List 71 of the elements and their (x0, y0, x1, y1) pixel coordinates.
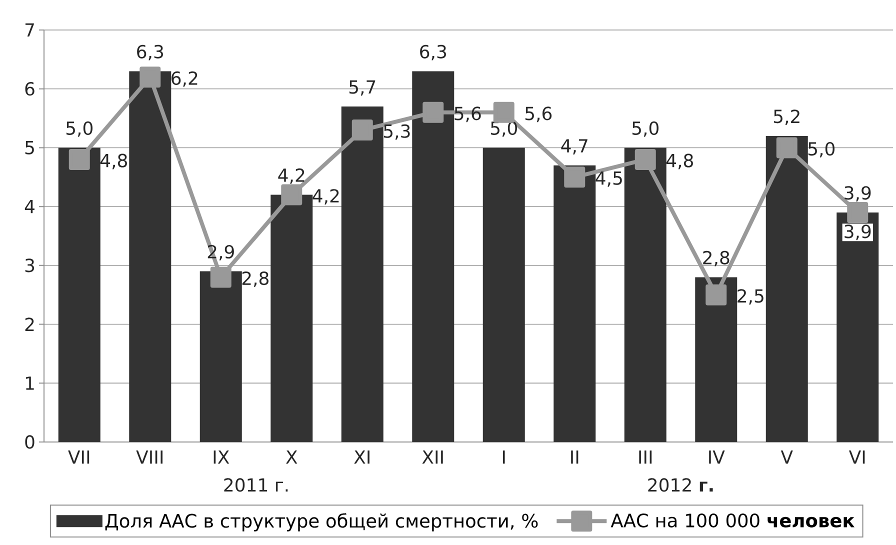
x-tick-label: X (286, 450, 298, 464)
data-label: 4,8 (100, 154, 127, 170)
data-label: 4,8 (666, 154, 693, 170)
point (634, 148, 656, 170)
data-label: 5,2 (774, 110, 800, 126)
x-tick-label: XII (422, 450, 443, 464)
point (776, 137, 798, 158)
bar (766, 136, 808, 442)
bar (695, 277, 738, 442)
data-label: 5,0 (632, 121, 658, 137)
data-label: 6,3 (137, 44, 163, 60)
data-label: 3,9 (844, 224, 871, 240)
data-label: 4,7 (561, 139, 588, 154)
bar (341, 106, 384, 442)
point (564, 166, 586, 188)
data-label: 4,5 (596, 172, 622, 187)
data-label: 5,6 (525, 106, 552, 122)
y-tick-label: 3 (25, 258, 34, 272)
bar (482, 148, 525, 442)
x-tick-label: IX (214, 450, 230, 464)
data-label: 2,9 (208, 244, 234, 260)
bar (412, 71, 454, 442)
y-tick-label: 5 (25, 141, 34, 154)
x-tick-label: XI (354, 450, 370, 464)
point (493, 102, 514, 123)
point (352, 120, 373, 141)
point (847, 202, 868, 223)
point (281, 184, 302, 206)
data-label: 5,6 (454, 106, 481, 122)
x-tick-label: VII (68, 450, 90, 464)
point (140, 66, 161, 88)
data-label: 5,0 (808, 142, 835, 158)
data-label: 2,5 (738, 289, 764, 305)
legend-label: Доля ААС в структуре общей смертности, % (105, 513, 538, 532)
legend-label: ААС на 100 000 человек (610, 513, 855, 528)
bar (554, 165, 596, 442)
data-label: 5,7 (349, 80, 376, 96)
bar (129, 71, 172, 442)
x-tick-label: III (639, 450, 652, 464)
y-tick-label: 0 (25, 435, 34, 449)
point (706, 284, 727, 306)
point (422, 102, 444, 123)
data-label: 6,3 (420, 44, 446, 60)
bar (200, 271, 242, 442)
point (68, 148, 90, 170)
data-label: 2,8 (242, 271, 268, 287)
data-label: 2,8 (703, 250, 730, 266)
x-tick-label: IV (709, 450, 725, 464)
y-tick-label: 4 (24, 200, 34, 214)
bar (836, 212, 879, 442)
y-tick-label: 7 (26, 23, 34, 37)
text: 2012 г. (648, 478, 713, 492)
x-tick-label: VIII (136, 450, 162, 464)
y-tick-label: 2 (25, 318, 34, 331)
y-tick-label: 1 (26, 376, 34, 390)
data-label: 5,3 (384, 124, 410, 140)
bar (624, 148, 666, 442)
bar (58, 148, 100, 442)
y-tick-label: 6 (25, 82, 34, 96)
data-label: 5,0 (66, 121, 92, 137)
x-tick-label: VI (848, 450, 865, 464)
data-label: 4,2 (312, 189, 339, 205)
data-label: 3,9 (844, 186, 871, 202)
x-tick-label: I (503, 450, 505, 464)
text: 2011 г. (224, 478, 288, 492)
point (210, 266, 232, 288)
data-label: 6,2 (172, 71, 198, 87)
x-tick-label: V (780, 450, 793, 464)
bar (270, 194, 313, 442)
data-label: 4,2 (278, 168, 304, 184)
x-tick-label: II (571, 450, 578, 464)
